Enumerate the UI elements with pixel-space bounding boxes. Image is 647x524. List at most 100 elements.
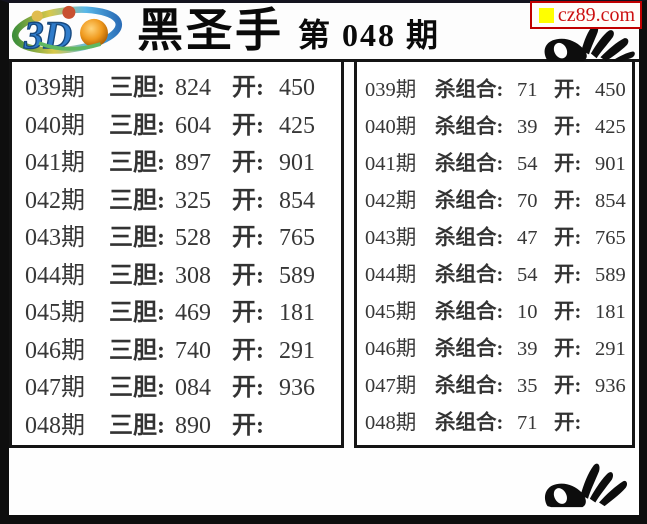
pick-value: 897 (175, 150, 211, 177)
table-row: 040期 三胆: 604 开: 425 (12, 105, 341, 140)
table-row: 043期 三胆: 528 开: 765 (12, 217, 341, 252)
draw-result: 425 (279, 112, 315, 139)
draw-result: 765 (279, 225, 315, 252)
pick-value: 528 (175, 225, 211, 252)
pick-value: 39 (517, 338, 538, 360)
pick-value: 325 (175, 187, 211, 214)
table-row: 041期 杀组合: 54 开: 901 (357, 146, 632, 176)
pick-type-label: 三胆: (109, 150, 165, 177)
draw-result: 291 (595, 338, 626, 360)
table-row: 040期 杀组合: 39 开: 425 (357, 109, 632, 139)
draw-label: 开: (554, 412, 582, 434)
pick-type-label: 三胆: (109, 375, 165, 402)
lottery-3d-planet-logo-icon: 3D (11, 5, 123, 57)
pick-value: 71 (517, 79, 538, 101)
draw-result: 181 (595, 301, 626, 323)
pick-type-label: 杀组合: (435, 301, 504, 323)
table-row: 042期 杀组合: 70 开: 854 (357, 183, 632, 213)
pick-value: 084 (175, 375, 211, 402)
draw-label: 开: (232, 337, 264, 364)
draw-result: 450 (595, 79, 626, 101)
sandan-panel: 039期 三胆: 824 开: 450 040期 三胆: 604 开: 425 … (9, 59, 344, 448)
draw-label: 开: (554, 264, 582, 286)
period-label: 045期 (365, 301, 417, 323)
prediction-tables: 039期 三胆: 824 开: 450 040期 三胆: 604 开: 425 … (9, 59, 639, 448)
period-label: 047期 (25, 375, 85, 402)
draw-label: 开: (554, 153, 582, 175)
pick-value: 39 (517, 116, 538, 138)
draw-result: 450 (279, 75, 315, 102)
table-row: 042期 三胆: 325 开: 854 (12, 180, 341, 215)
pick-type-label: 杀组合: (435, 116, 504, 138)
period-label: 040期 (365, 116, 417, 138)
pick-value: 54 (517, 264, 538, 286)
pick-type-label: 三胆: (109, 75, 165, 102)
pick-value: 70 (517, 190, 538, 212)
pick-type-label: 杀组合: (435, 79, 504, 101)
draw-result: 589 (595, 264, 626, 286)
table-row: 043期 杀组合: 47 开: 765 (357, 220, 632, 250)
draw-label: 开: (232, 150, 264, 177)
site-url: cz89.com (557, 4, 635, 26)
period-label: 040期 (25, 112, 85, 139)
table-row: 041期 三胆: 897 开: 901 (12, 142, 341, 177)
period-label: 043期 (25, 225, 85, 252)
pick-value: 824 (175, 75, 211, 102)
draw-label: 开: (232, 412, 264, 439)
pick-type-label: 三胆: (109, 412, 165, 439)
table-row: 047期 杀组合: 35 开: 936 (357, 368, 632, 398)
draw-label: 开: (232, 300, 264, 327)
pick-type-label: 三胆: (109, 112, 165, 139)
pick-type-label: 杀组合: (435, 153, 504, 175)
pick-value: 308 (175, 262, 211, 289)
header: 3D 黑圣手 第 048 期 cz89.com (9, 1, 642, 62)
draw-label: 开: (554, 338, 582, 360)
pick-type-label: 杀组合: (435, 264, 504, 286)
draw-label: 开: (232, 375, 264, 402)
period-label: 045期 (25, 300, 85, 327)
draw-result: 936 (279, 375, 315, 402)
draw-label: 开: (232, 75, 264, 102)
draw-result: 854 (595, 190, 626, 212)
draw-label: 开: (554, 227, 582, 249)
draw-result: 901 (595, 153, 626, 175)
pick-value: 469 (175, 300, 211, 327)
pick-type-label: 杀组合: (435, 375, 504, 397)
draw-label: 开: (554, 190, 582, 212)
pick-value: 890 (175, 412, 211, 439)
period-label: 047期 (365, 375, 417, 397)
draw-result: 765 (595, 227, 626, 249)
pick-value: 740 (175, 337, 211, 364)
period-label: 042期 (365, 190, 417, 212)
table-row: 039期 杀组合: 71 开: 450 (357, 72, 632, 102)
period-label: 039期 (365, 79, 417, 101)
draw-label: 开: (554, 79, 582, 101)
draw-label: 开: (232, 225, 264, 252)
site-link-badge[interactable]: cz89.com (529, 1, 642, 29)
draw-label: 开: (554, 375, 582, 397)
draw-result: 425 (595, 116, 626, 138)
draw-result: 901 (279, 150, 315, 177)
pick-value: 10 (517, 301, 538, 323)
pick-type-label: 三胆: (109, 337, 165, 364)
pick-type-label: 杀组合: (435, 227, 504, 249)
period-label: 048期 (365, 412, 417, 434)
shazuhe-panel: 039期 杀组合: 71 开: 450 040期 杀组合: 39 开: 425 … (354, 59, 635, 448)
pick-value: 71 (517, 412, 538, 434)
page-title: 黑圣手 第 048 期 (137, 8, 440, 54)
draw-label: 开: (232, 112, 264, 139)
draw-result: 291 (279, 337, 315, 364)
ok-hand-icon (544, 24, 635, 62)
draw-result: 589 (279, 262, 315, 289)
pick-value: 47 (517, 227, 538, 249)
period-label: 041期 (365, 153, 417, 175)
table-row: 046期 杀组合: 39 开: 291 (357, 331, 632, 361)
ok-hand-icon (544, 463, 628, 508)
period-label: 044期 (365, 264, 417, 286)
pick-value: 54 (517, 153, 538, 175)
footer (9, 448, 639, 512)
period-label: 046期 (25, 337, 85, 364)
pick-type-label: 杀组合: (435, 338, 504, 360)
table-row: 045期 三胆: 469 开: 181 (12, 292, 341, 327)
